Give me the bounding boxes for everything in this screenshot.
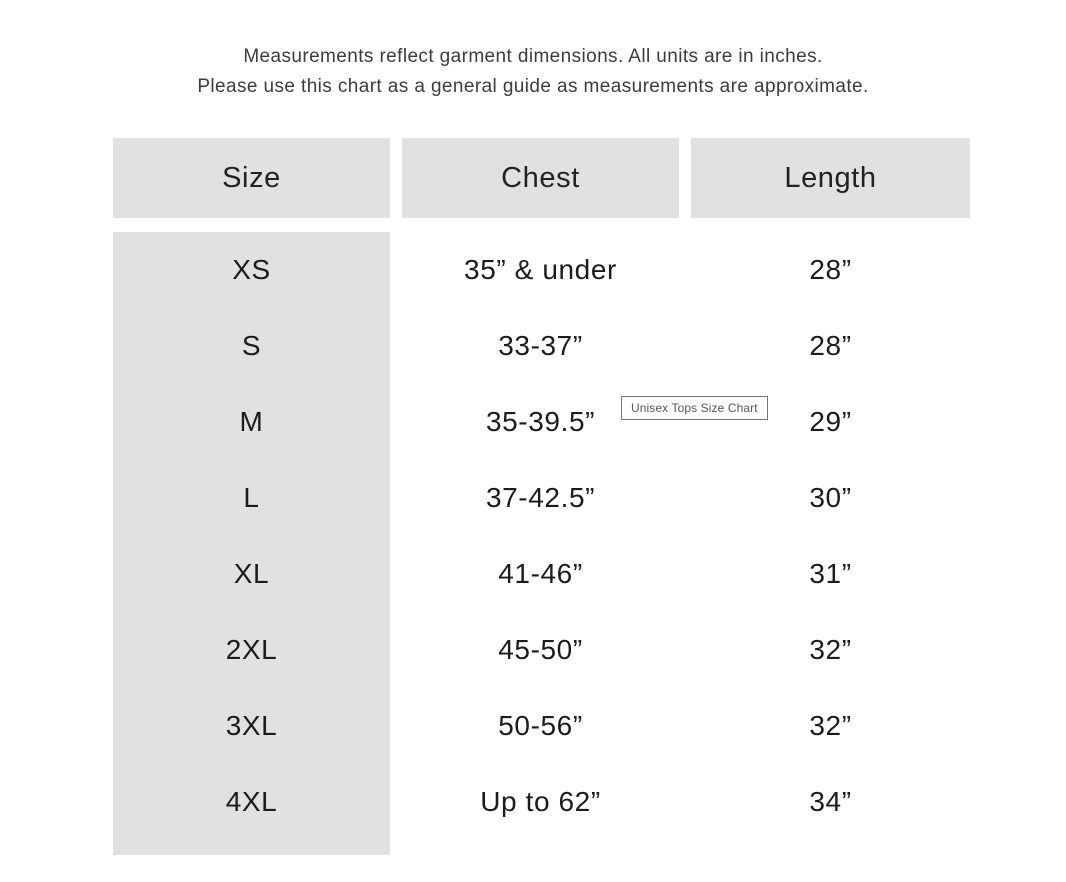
cell-size-4xl: 4XL <box>113 764 390 840</box>
cell-size-m: M <box>113 384 390 460</box>
hover-tooltip: Unisex Tops Size Chart <box>621 396 768 420</box>
cell-length-l: 30” <box>809 482 852 513</box>
intro-line-1: Measurements reflect garment dimensions.… <box>243 46 823 67</box>
cell-length-3xl: 32” <box>809 710 852 741</box>
intro-text: Measurements reflect garment dimensions.… <box>0 42 1066 102</box>
cell-chest-l: 37-42.5” <box>485 482 596 513</box>
cell-length-s: 28” <box>809 330 852 361</box>
cell-length-xs: 28” <box>809 254 852 285</box>
cell-size-3xl: 3XL <box>113 688 390 764</box>
cell-size-xs: XS <box>113 232 390 308</box>
cell-chest-xl: 41-46” <box>498 558 583 589</box>
cell-chest-3xl: 50-56” <box>498 710 583 741</box>
cell-chest-xs: 35” & under <box>464 254 617 285</box>
cell-chest-m: 35-39.5” <box>485 406 596 437</box>
cell-length-2xl: 32” <box>809 634 852 665</box>
cell-chest-4xl: Up to 62” <box>480 786 601 817</box>
cell-size-s: S <box>113 308 390 384</box>
cell-chest-s: 33-37” <box>498 330 583 361</box>
cell-size-l: L <box>113 460 390 536</box>
cell-length-4xl: 34” <box>809 786 852 817</box>
cell-chest-2xl: 45-50” <box>498 634 583 665</box>
column-header-size: Size <box>113 138 390 218</box>
header-body-gap <box>113 218 970 232</box>
cell-length-xl: 31” <box>809 558 852 589</box>
column-header-length: Length <box>691 138 970 218</box>
size-column-bottom-filler <box>113 840 390 855</box>
cell-length-m: 29” <box>809 406 852 437</box>
column-header-chest: Chest <box>402 138 679 218</box>
cell-size-xl: XL <box>113 536 390 612</box>
cell-size-2xl: 2XL <box>113 612 390 688</box>
intro-line-2: Please use this chart as a general guide… <box>197 76 869 97</box>
size-chart-table: Size Chest Length XS 35” & under 28” S 3… <box>113 138 970 855</box>
